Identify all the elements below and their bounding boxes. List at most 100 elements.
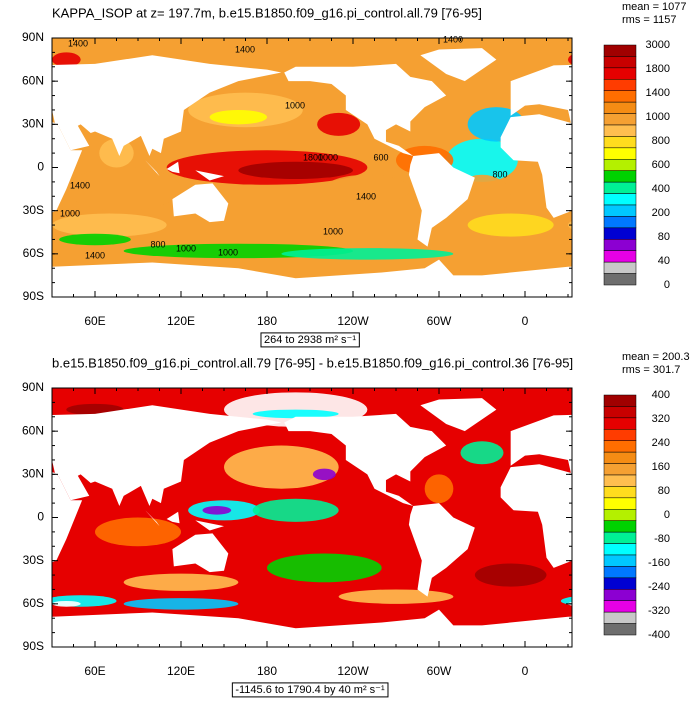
colorbar-label: 800 [652, 135, 670, 147]
colorbar-box [603, 463, 637, 476]
field-patch [66, 167, 181, 211]
field-patch [252, 409, 339, 419]
colorbar-label: 1000 [646, 111, 670, 123]
colorbar-label: 320 [652, 413, 670, 425]
field-patch [59, 233, 131, 246]
colorbar-box [603, 429, 637, 441]
colorbar-box [603, 250, 637, 263]
field-patch [267, 553, 382, 583]
land [145, 160, 160, 177]
contour-label: 1000 [176, 243, 196, 253]
land [52, 259, 568, 297]
land [195, 170, 224, 181]
land [420, 48, 497, 82]
colorbar-box [603, 611, 637, 624]
colorbar-box [603, 56, 637, 69]
colorbar-box [603, 239, 637, 251]
land [568, 266, 572, 297]
field-patch [99, 138, 134, 168]
field-patch [224, 445, 339, 489]
colorbar-box [603, 273, 637, 286]
colorbar-box [603, 531, 637, 544]
land [52, 405, 282, 506]
land [420, 398, 497, 432]
stat: rms = 301.7 [622, 364, 680, 376]
colorbar-label: 200 [652, 207, 670, 219]
field-patch [252, 498, 339, 522]
colorbar-label: -400 [648, 629, 670, 641]
land [166, 161, 180, 174]
contour-label: 1400 [235, 44, 255, 54]
land [510, 64, 572, 125]
land [172, 183, 229, 223]
stat: mean = 1077 [622, 1, 687, 13]
lat-label: 30S [23, 203, 44, 217]
colorbar-box [603, 577, 637, 590]
colorbar-label: 400 [652, 183, 670, 195]
colorbar-box [603, 623, 637, 636]
contour-label: 1400 [443, 34, 463, 44]
lat-label: 90N [22, 30, 44, 44]
colorbar-box [603, 566, 637, 579]
contour-label: 1800 [303, 152, 323, 162]
lon-label: 60E [84, 664, 105, 678]
field-patch [123, 573, 239, 591]
field-patch [123, 598, 239, 610]
field-patch [281, 248, 454, 260]
field-patch [312, 468, 336, 481]
contour-label: 1400 [68, 38, 88, 48]
lon-label: 60W [427, 664, 452, 678]
colorbar-box [603, 509, 637, 521]
land [52, 55, 282, 156]
range-label: 264 to 2938 m² s⁻¹ [264, 334, 356, 346]
land [408, 503, 475, 597]
field-patch [0, 139, 2, 182]
land [284, 63, 447, 156]
lon-label: 120E [167, 664, 195, 678]
land [52, 472, 83, 563]
contour-label: 1400 [85, 250, 105, 260]
colorbar-box [603, 90, 637, 103]
lon-label: 180 [257, 314, 277, 328]
field-patch [95, 517, 181, 547]
field-patch [424, 474, 454, 504]
colorbar-label: 80 [658, 485, 670, 497]
land [683, 512, 696, 524]
colorbar-label: 0 [664, 279, 670, 291]
range-label: -1145.6 to 1790.4 by 40 m² s⁻¹ [235, 684, 385, 696]
lat-label: 30S [23, 553, 44, 567]
colorbar-label: 1400 [646, 87, 670, 99]
contour-label: 800 [150, 239, 165, 249]
lat-label: 60N [22, 423, 44, 437]
land [688, 183, 700, 222]
lat-label: 0 [37, 160, 44, 174]
lat-label: 90S [23, 639, 44, 653]
colorbar-box [603, 417, 637, 430]
colorbar-box [603, 451, 637, 464]
colorbar-label: 240 [652, 437, 670, 449]
land [172, 533, 229, 573]
land [500, 114, 572, 218]
title: KAPPA_ISOP at z= 197.7m, b.e15.B1850.f09… [52, 5, 482, 20]
colorbar-box [603, 474, 637, 487]
field-patch [446, 138, 518, 182]
field-patch [460, 441, 504, 465]
colorbar-box [603, 261, 637, 274]
field-patch [582, 168, 697, 211]
colorbar-label: 160 [652, 461, 670, 473]
colorbar-box [603, 543, 637, 556]
colorbar-box [603, 497, 637, 510]
field-patch [474, 563, 547, 587]
lat-label: 60N [22, 73, 44, 87]
colorbar-box [603, 159, 637, 171]
colorbar-label: 1800 [646, 63, 670, 75]
lon-label: 120W [337, 314, 369, 328]
field-patch [683, 150, 700, 185]
land [688, 533, 700, 572]
field-patch [467, 213, 554, 237]
colorbar-label: 400 [652, 389, 670, 401]
land [568, 616, 572, 647]
contour-label: 1000 [323, 226, 343, 236]
contour-label: 1400 [70, 180, 90, 190]
